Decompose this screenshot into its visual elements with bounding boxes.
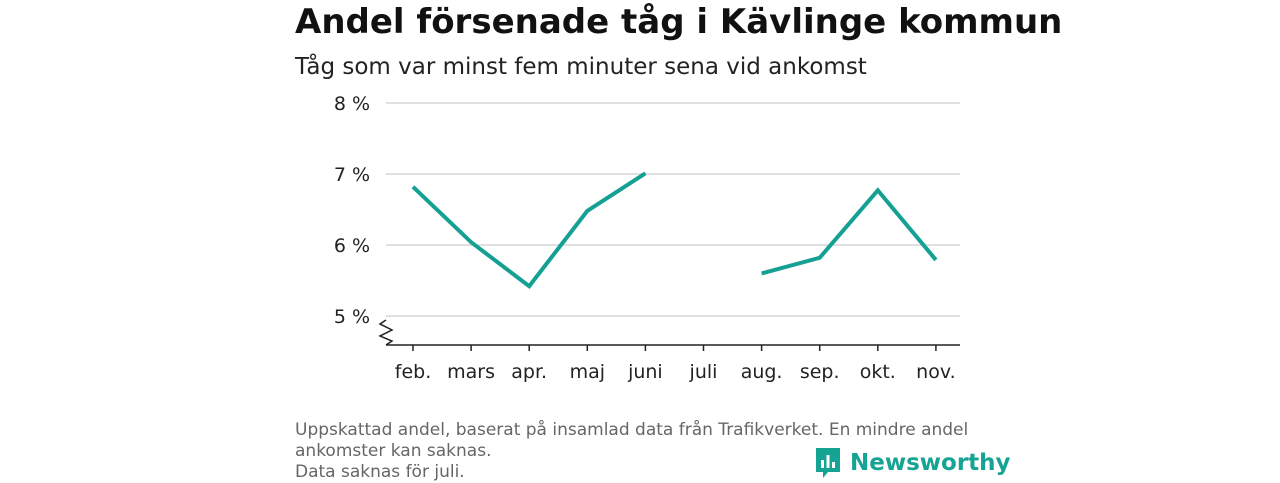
note-line: ankomster kan saknas. — [295, 441, 492, 461]
series-line — [411, 171, 647, 289]
x-tick-label: maj — [570, 361, 605, 383]
x-tick-label: nov. — [916, 361, 955, 383]
brand-logo: Newsworthy — [814, 446, 1011, 480]
x-tick-label: apr. — [511, 361, 547, 383]
y-tick-label: 6 % — [334, 235, 370, 257]
x-tick-label: sep. — [800, 361, 840, 383]
axis-break-icon — [378, 319, 394, 346]
x-tick-label: feb. — [395, 361, 431, 383]
newsworthy-logo-icon — [816, 448, 840, 478]
x-tick-label: juli — [689, 361, 718, 383]
y-tick-label: 8 % — [334, 93, 370, 115]
chart-subtitle: Tåg som var minst fem minuter sena vid a… — [295, 54, 867, 80]
chart-notes: Uppskattad andel, baserat på insamlad da… — [295, 420, 995, 483]
x-tick-label: okt. — [860, 361, 896, 383]
note-line: Uppskattad andel, baserat på insamlad da… — [295, 420, 969, 440]
y-tick-label: 7 % — [334, 164, 370, 186]
y-tick-label: 5 % — [334, 306, 370, 328]
x-tick-label: mars — [447, 361, 495, 383]
brand-name: Newsworthy — [850, 450, 1011, 476]
note-line: Data saknas för juli. — [295, 462, 465, 482]
series-line — [761, 187, 938, 276]
chart-title: Andel försenade tåg i Kävlinge kommun — [295, 2, 1063, 42]
x-tick-label: juni — [627, 361, 663, 383]
x-tick-label: aug. — [741, 361, 783, 383]
